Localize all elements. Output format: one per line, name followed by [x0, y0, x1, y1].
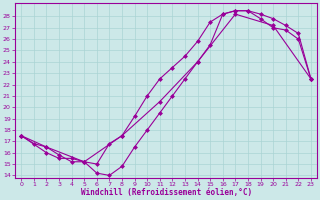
X-axis label: Windchill (Refroidissement éolien,°C): Windchill (Refroidissement éolien,°C)	[81, 188, 252, 197]
